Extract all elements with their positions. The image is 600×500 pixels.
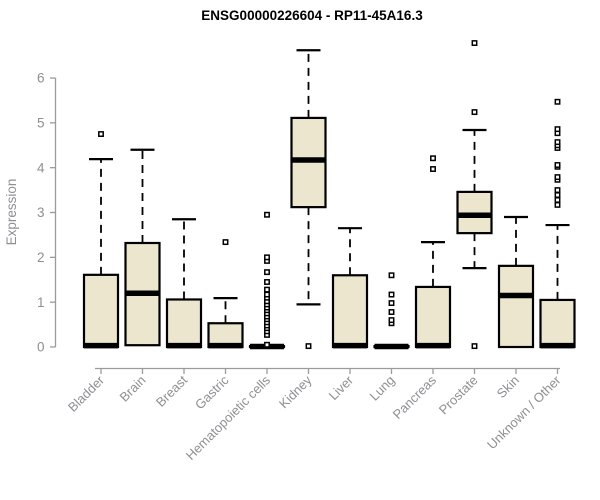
x-tick-label-liver: Liver: [326, 372, 357, 403]
outlier-point-unknown-other: [554, 126, 561, 133]
chart-title: ENSG00000226604 - RP11-45A16.3: [201, 8, 423, 23]
outlier-point-unknown-other: [554, 197, 561, 203]
outlier-point-unknown-other: [554, 201, 561, 208]
y-tick-label: 1: [37, 295, 45, 310]
x-tick-label-unknown-other: Unknown / Other: [484, 372, 564, 452]
outlier-point-hematopoietic-cells: [264, 211, 270, 218]
y-tick-label: 5: [37, 116, 45, 131]
outlier-point-unknown-other: [554, 174, 561, 181]
y-tick-label: 6: [37, 71, 45, 86]
outlier-point-hematopoietic-cells: [264, 269, 270, 276]
y-tick-label: 0: [37, 340, 45, 355]
outlier-point-lung: [388, 272, 395, 279]
x-tick-label-prostate: Prostate: [436, 373, 481, 418]
y-tick-label: 2: [37, 250, 45, 265]
outlier-point-hematopoietic-cells: [264, 341, 270, 348]
outlier-point-unknown-other: [554, 162, 561, 168]
outlier-point-prostate: [471, 40, 478, 47]
x-tick-label-lung: Lung: [367, 373, 398, 404]
outlier-point-hematopoietic-cells: [264, 291, 270, 298]
outlier-point-prostate: [471, 109, 478, 116]
outlier-point-gastric: [222, 239, 229, 246]
outlier-point-lung: [388, 309, 395, 315]
outlier-point-kidney: [305, 343, 312, 350]
y-tick-label: 3: [37, 205, 45, 220]
outlier-point-pancreas: [430, 155, 436, 162]
outlier-point-unknown-other: [554, 187, 561, 194]
outlier-point-prostate: [471, 343, 478, 350]
x-tick-label-skin: Skin: [494, 373, 522, 401]
outlier-point-lung: [388, 317, 395, 324]
x-tick-label-pancreas: Pancreas: [390, 372, 440, 422]
y-tick-label: 4: [37, 160, 45, 175]
x-tick-label-kidney: Kidney: [276, 372, 315, 411]
outlier-point-unknown-other: [554, 98, 561, 105]
outlier-point-pancreas: [430, 166, 436, 172]
outlier-point-hematopoietic-cells: [264, 286, 270, 293]
box-skin: [497, 264, 535, 349]
x-tick-label-gastric: Gastric: [192, 372, 232, 412]
outlier-point-bladder: [98, 131, 104, 138]
outlier-point-hematopoietic-cells: [264, 254, 270, 261]
outlier-point-hematopoietic-cells: [264, 279, 270, 285]
box-liver: [331, 274, 369, 349]
box-pancreas: [414, 285, 452, 349]
outlier-point-unknown-other: [554, 192, 561, 198]
box-breast: [165, 298, 203, 349]
box-unknown-other: [539, 298, 576, 349]
outlier-point-lung: [388, 291, 395, 298]
box-bladder: [82, 273, 120, 349]
y-axis-title: Expression: [4, 179, 19, 246]
x-tick-label-brain: Brain: [117, 373, 149, 405]
outlier-point-lung: [388, 300, 395, 307]
x-tick-label-bladder: Bladder: [65, 372, 108, 415]
outlier-point-unknown-other: [554, 139, 561, 146]
x-tick-label-breast: Breast: [153, 372, 190, 409]
